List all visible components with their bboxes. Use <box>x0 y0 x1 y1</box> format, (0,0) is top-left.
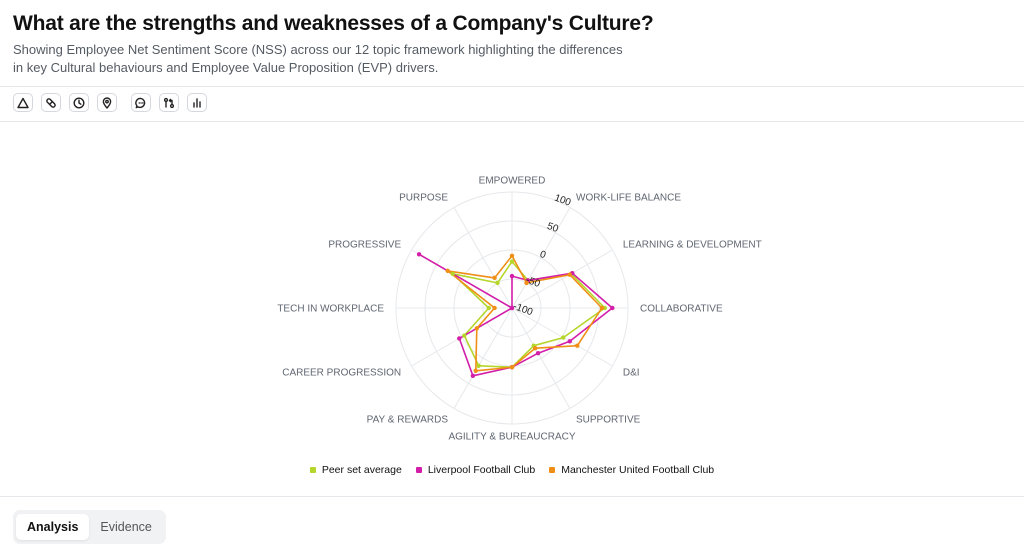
series-0-point-7 <box>476 363 481 368</box>
legend-item-2[interactable]: Manchester United Football Club <box>549 464 714 476</box>
radial-tick-label-4: 100 <box>553 193 573 209</box>
legend-swatch-2 <box>549 467 556 473</box>
series-2-point-9 <box>492 305 497 311</box>
axis-label-7: PAY & REWARDS <box>367 414 449 425</box>
legend-swatch-0 <box>309 467 316 473</box>
page-title: What are the strengths and weaknesses of… <box>13 12 654 35</box>
grid-spoke-2 <box>511 249 613 309</box>
footer-divider <box>0 496 1024 497</box>
series-1-point-5 <box>535 351 541 356</box>
header: What are the strengths and weaknesses of… <box>13 10 1003 77</box>
series-2-point-4 <box>575 343 580 348</box>
series-0-point-0 <box>509 259 515 264</box>
axis-label-2: LEARNING & DEVELOPMENT <box>623 240 762 251</box>
header-divider <box>0 86 1024 87</box>
series-1-point-10 <box>416 252 422 257</box>
series-0-point-10 <box>450 271 455 276</box>
legend-swatch-1 <box>415 467 422 473</box>
series-2-point-2 <box>567 272 572 277</box>
series-2-point-1 <box>524 280 529 286</box>
radial-tick-label-2: 0 <box>538 249 547 261</box>
axis-label-1: WORK-LIFE BALANCE <box>576 193 681 204</box>
radial-tick-label-3: 50 <box>545 221 560 235</box>
series-2-point-8 <box>474 326 480 331</box>
git-compare-icon[interactable] <box>159 93 179 112</box>
grid-spoke-1 <box>511 207 571 309</box>
legend-label-2: Manchester United Football Club <box>561 464 715 476</box>
legend-item-1[interactable]: Liverpool Football Club <box>415 464 536 476</box>
series-2-point-11 <box>492 275 497 281</box>
grid-spoke-5 <box>511 307 571 409</box>
series-0-point-9 <box>486 305 491 311</box>
radial-tick-label-0: -100 <box>512 301 535 318</box>
series-2-point-5 <box>533 345 538 351</box>
page-subtitle: Showing Employee Net Sentiment Score (NS… <box>13 42 623 75</box>
series-1-point-4 <box>567 339 572 344</box>
series-1-point-0 <box>509 273 515 279</box>
series-0-point-11 <box>495 280 500 286</box>
series-1-point-7 <box>470 373 476 379</box>
axis-label-11: PURPOSE <box>399 193 448 204</box>
axis-label-0: EMPOWERED <box>479 176 546 187</box>
axis-label-6: AGILITY & BUREAUCRACY <box>448 432 575 443</box>
chart-legend: Peer set average Liverpool Football Club M… <box>0 464 1024 476</box>
message-icon[interactable] <box>131 93 151 112</box>
toolbar-divider <box>0 121 1024 122</box>
axis-label-9: TECH IN WORKPLACE <box>277 304 384 315</box>
radial-tick-label-1: -50 <box>524 275 542 290</box>
series-1-point-11 <box>509 305 515 311</box>
pill-icon[interactable] <box>41 93 61 112</box>
series-2-point-10 <box>445 268 450 274</box>
legend-label-0: Peer set average <box>321 464 402 476</box>
series-2-point-6 <box>509 364 515 370</box>
view-tabs: Analysis Evidence <box>13 510 166 544</box>
axis-label-10: PROGRESSIVE <box>328 240 401 251</box>
series-1-point-3 <box>610 305 615 311</box>
series-2-point-0 <box>509 253 515 258</box>
map-pin-icon[interactable] <box>97 93 117 112</box>
radar-chart: EMPOWERED WORK-LIFE BALANCE LEARNING & DEV… <box>277 176 762 443</box>
axis-label-5: SUPPORTIVE <box>576 414 641 425</box>
toolbar <box>13 93 215 112</box>
tab-evidence[interactable]: Evidence <box>100 520 152 534</box>
axis-label-8: CAREER PROGRESSION <box>282 368 401 379</box>
series-2-point-3 <box>599 305 605 311</box>
triangle-icon[interactable] <box>13 93 33 112</box>
clock-icon[interactable] <box>69 93 89 112</box>
tab-analysis[interactable]: Analysis <box>16 514 90 540</box>
series-0-point-4 <box>561 335 566 340</box>
grid-spoke-11 <box>453 207 513 309</box>
legend-item-0[interactable]: Peer set average <box>309 464 402 476</box>
axis-label-3: COLLABORATIVE <box>640 304 723 315</box>
series-1-point-8 <box>457 336 462 341</box>
series-2-point-7 <box>473 368 478 373</box>
legend-label-1: Liverpool Football Club <box>427 464 536 476</box>
series-0-point-8 <box>462 333 467 338</box>
bar-chart-icon[interactable] <box>187 93 207 112</box>
grid-spoke-7 <box>453 307 513 409</box>
axis-label-4: D&I <box>623 368 640 379</box>
